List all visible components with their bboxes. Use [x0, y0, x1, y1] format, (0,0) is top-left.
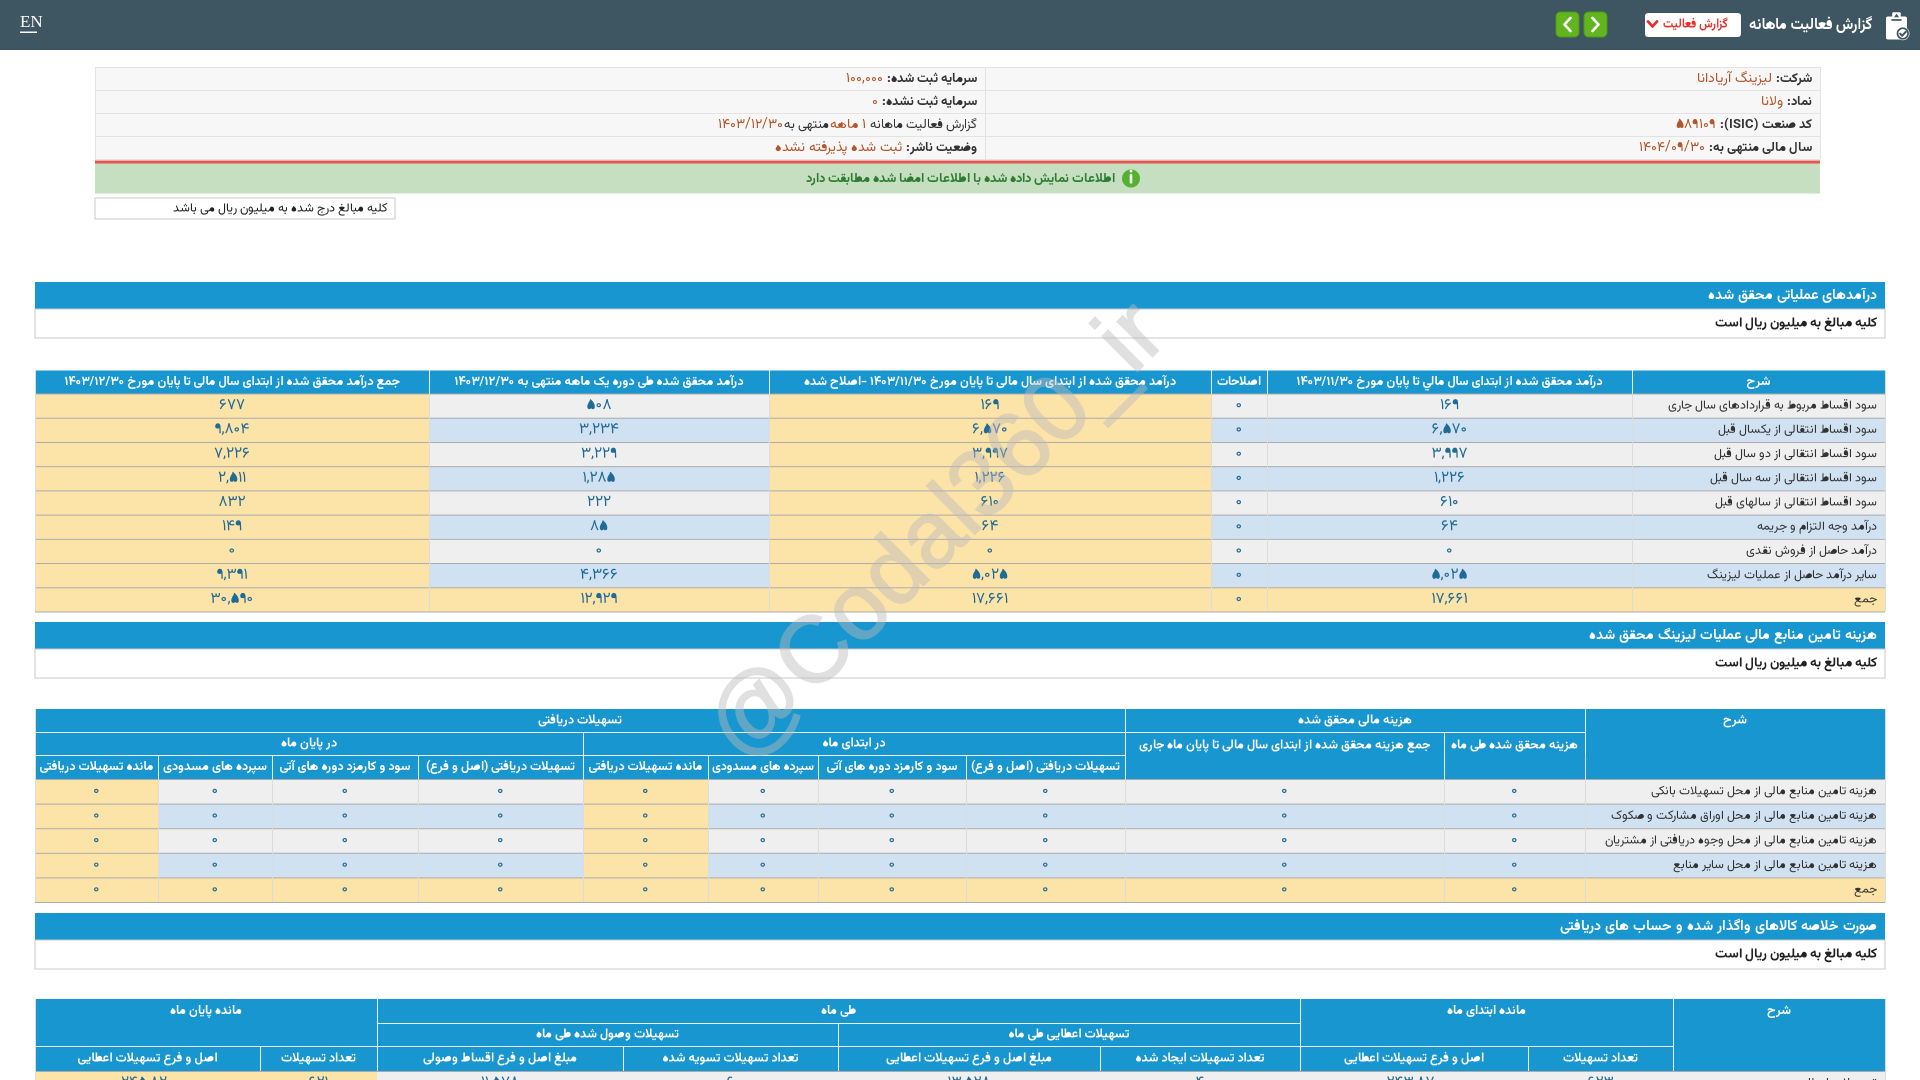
svg-text:EN: EN	[20, 12, 43, 31]
